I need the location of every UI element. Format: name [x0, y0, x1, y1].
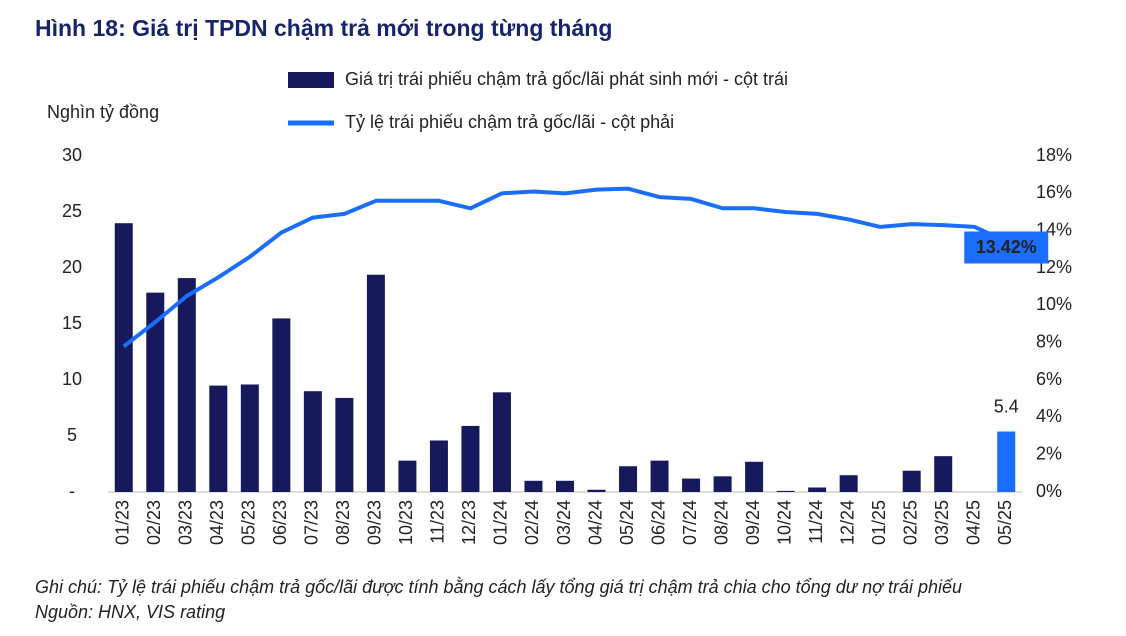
bar [303, 391, 322, 492]
y2-tick-label: 16% [1036, 182, 1072, 202]
bar [839, 475, 858, 492]
x-tick-label: 04/23 [207, 500, 227, 545]
bar [650, 460, 669, 492]
bar [745, 461, 764, 492]
bar [272, 318, 291, 492]
y-tick-label: - [69, 481, 75, 501]
bar [492, 392, 511, 492]
bar [682, 478, 701, 492]
bar [177, 278, 196, 492]
bar [335, 397, 354, 492]
y-tick-label: 20 [62, 257, 82, 277]
x-tick-label: 08/24 [711, 500, 731, 545]
x-tick-label: 11/23 [428, 500, 448, 544]
x-tick-label: 01/24 [491, 500, 511, 545]
x-tick-label: 02/24 [522, 500, 542, 545]
bar [902, 470, 921, 492]
value-label-box [964, 231, 1049, 264]
bar [587, 489, 606, 492]
x-tick-label: 05/25 [995, 500, 1015, 545]
bar [556, 480, 574, 492]
y2-tick-label: 18% [1036, 145, 1072, 165]
bar [776, 490, 795, 492]
bar [713, 476, 732, 492]
bar [114, 223, 133, 492]
x-tick-label: 07/23 [302, 500, 322, 545]
bar [398, 460, 417, 492]
x-tick-label: 06/23 [270, 500, 290, 545]
bar [366, 274, 385, 492]
bar [146, 292, 165, 492]
legend-label: Giá trị trái phiếu chậm trả gốc/lãi phát… [345, 69, 788, 89]
x-tick-label: 05/24 [617, 500, 637, 545]
y2-tick-label: 2% [1036, 443, 1062, 463]
x-tick-label: 08/23 [333, 500, 353, 545]
x-tick-label: 03/24 [554, 500, 574, 545]
y2-tick-label: 6% [1036, 369, 1062, 389]
x-tick-label: 01/23 [113, 500, 133, 545]
x-tick-label: 02/23 [144, 500, 164, 545]
source: Nguồn: HNX, VIS rating [35, 602, 225, 622]
bar [997, 431, 1016, 492]
x-tick-label: 03/23 [176, 500, 196, 545]
y-axis-label: Nghìn tỷ đồng [47, 102, 159, 122]
y-tick-label: 25 [62, 201, 82, 221]
note: Ghi chú: Tỷ lệ trái phiếu chậm trả gốc/l… [35, 577, 962, 597]
x-tick-label: 12/24 [837, 500, 857, 545]
x-tick-label: 07/24 [680, 500, 700, 545]
x-tick-label: 02/25 [900, 500, 920, 545]
x-tick-label: 03/25 [932, 500, 952, 545]
bar [429, 440, 448, 492]
value-label: 5.4 [994, 396, 1019, 416]
y2-tick-label: 8% [1036, 331, 1062, 351]
bar [808, 487, 827, 492]
x-tick-label: 04/24 [585, 500, 605, 545]
y-tick-label: 15 [62, 313, 82, 333]
legend-label: Tỷ lệ trái phiếu chậm trả gốc/lãi - cột … [345, 112, 674, 132]
bar [461, 425, 480, 492]
y-tick-label: 30 [62, 145, 82, 165]
bar [524, 480, 543, 492]
x-tick-label: 12/23 [459, 500, 479, 545]
y2-tick-label: 10% [1036, 294, 1072, 314]
y2-tick-label: 0% [1036, 481, 1062, 501]
chart-title: Hình 18: Giá trị TPDN chậm trả mới trong… [35, 15, 612, 41]
bar [209, 385, 228, 492]
x-tick-label: 11/24 [806, 500, 826, 544]
x-tick-label: 06/24 [648, 500, 668, 545]
x-tick-label: 04/25 [963, 500, 983, 545]
bar [619, 466, 638, 492]
legend-swatch [288, 72, 334, 88]
value-label: 13.42% [976, 237, 1037, 257]
line [122, 186, 1008, 348]
bar [240, 384, 259, 492]
x-tick-label: 05/23 [239, 500, 259, 545]
x-tick-label: 09/24 [743, 500, 763, 545]
y-tick-label: 5 [67, 425, 77, 445]
x-tick-label: 09/23 [365, 500, 385, 545]
y2-tick-label: 4% [1036, 406, 1062, 426]
x-tick-label: 10/23 [396, 500, 416, 545]
y-tick-label: 10 [62, 369, 82, 389]
x-tick-label: 10/24 [774, 500, 794, 545]
x-tick-label: 01/25 [869, 500, 889, 545]
bar [934, 456, 953, 492]
